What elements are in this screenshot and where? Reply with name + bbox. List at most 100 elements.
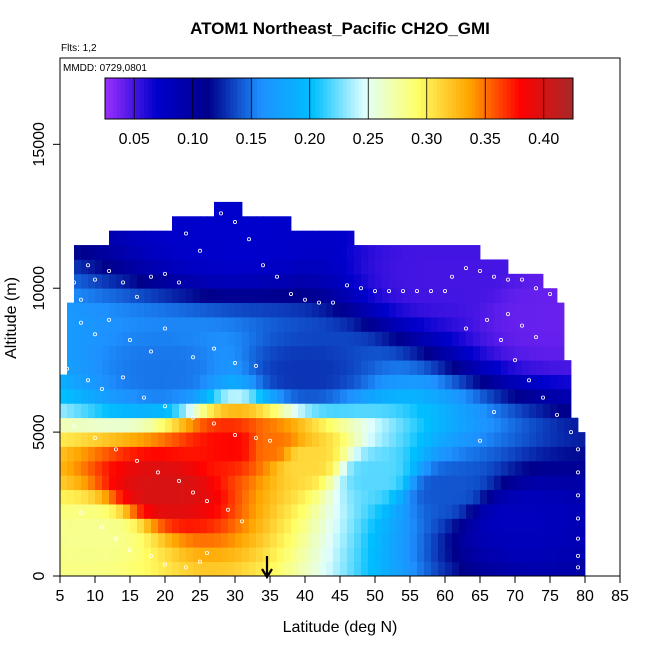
heatmap-cell xyxy=(494,331,502,347)
heatmap-cell xyxy=(102,288,110,304)
colorbar-segment xyxy=(186,78,192,119)
heatmap-cell xyxy=(410,518,418,534)
heatmap-cell xyxy=(186,446,194,462)
colorbar-segment xyxy=(565,78,570,119)
heatmap-cell xyxy=(466,360,474,375)
heatmap-cell xyxy=(438,388,446,404)
heatmap-cell xyxy=(326,446,334,462)
heatmap-cell xyxy=(60,446,68,462)
observation-point xyxy=(498,338,503,343)
heatmap-cell xyxy=(277,561,285,577)
heatmap-cell xyxy=(270,532,278,548)
heatmap-cell xyxy=(249,460,257,476)
heatmap-cell xyxy=(522,417,530,433)
heatmap-cell xyxy=(515,547,523,563)
heatmap-cell xyxy=(256,475,264,491)
heatmap-cell xyxy=(571,417,579,433)
heatmap-cell xyxy=(361,446,369,462)
heatmap-cell xyxy=(144,489,152,505)
observation-point xyxy=(232,432,237,437)
heatmap-cell xyxy=(550,388,558,404)
heatmap-cell xyxy=(515,489,523,505)
heatmap-cell xyxy=(284,504,292,519)
heatmap-cell xyxy=(361,259,369,275)
heatmap-cell xyxy=(473,345,481,361)
heatmap-cell xyxy=(319,374,327,390)
heatmap-cell xyxy=(515,388,523,404)
heatmap-cell xyxy=(501,504,509,519)
heatmap-cell xyxy=(466,432,474,447)
heatmap-cell xyxy=(123,317,131,332)
heatmap-cell xyxy=(151,504,159,519)
heatmap-cell xyxy=(256,360,264,375)
heatmap-cell xyxy=(466,259,474,275)
heatmap-cell xyxy=(347,489,355,505)
colorbar-ticks: 0.05 0.10 0.15 0.20 0.25 0.30 0.35 0.40 xyxy=(119,78,559,148)
colorbar-segment xyxy=(311,78,317,119)
heatmap-cell xyxy=(459,460,467,476)
heatmap-cell xyxy=(557,403,565,419)
heatmap-cell xyxy=(410,388,418,404)
heatmap-cell xyxy=(165,460,173,476)
heatmap-cell xyxy=(501,403,509,419)
heatmap-cell xyxy=(179,403,187,419)
heatmap-cell xyxy=(165,288,173,304)
heatmap-cell xyxy=(235,532,243,548)
heatmap-cell xyxy=(389,388,397,404)
heatmap-cell xyxy=(172,302,180,318)
heatmap-cell xyxy=(249,561,257,577)
heatmap-cell xyxy=(494,489,502,505)
heatmap-cell xyxy=(501,273,509,289)
heatmap-cell xyxy=(172,317,180,332)
heatmap-cell xyxy=(557,460,565,476)
heatmap-cell xyxy=(214,475,222,491)
heatmap-cell xyxy=(354,345,362,361)
heatmap-cell xyxy=(81,317,89,332)
heatmap-cell xyxy=(291,547,299,563)
colorbar-segment xyxy=(522,78,527,119)
heatmap-cell xyxy=(487,460,495,476)
heatmap-cell xyxy=(221,230,229,246)
heatmap-cell xyxy=(263,374,271,390)
heatmap-cell xyxy=(291,475,299,491)
heatmap-cell xyxy=(123,547,131,563)
heatmap-cell xyxy=(410,374,418,390)
heatmap-cell xyxy=(263,230,271,246)
heatmap-cell xyxy=(487,374,495,390)
heatmap-cell xyxy=(270,460,278,476)
heatmap-cell xyxy=(550,475,558,491)
heatmap-cell xyxy=(550,518,558,534)
heatmap-cell xyxy=(256,532,264,548)
heatmap-cell xyxy=(319,403,327,419)
colorbar-segment xyxy=(194,78,200,119)
heatmap-cell xyxy=(256,345,264,361)
heatmap-cell xyxy=(277,288,285,304)
heatmap-cell xyxy=(60,518,68,534)
colorbar-segment xyxy=(405,78,410,119)
heatmap-cell xyxy=(81,417,89,433)
heatmap-cell xyxy=(319,518,327,534)
heatmap-cell xyxy=(137,331,145,347)
heatmap-cell xyxy=(158,475,166,491)
heatmap-cell xyxy=(375,331,383,347)
heatmap-cell xyxy=(375,460,383,476)
heatmap-cell xyxy=(256,302,264,318)
heatmap-cell xyxy=(312,331,320,347)
colorbar-segment xyxy=(229,78,235,119)
heatmap-cell xyxy=(403,288,411,304)
heatmap-cell xyxy=(144,417,152,433)
heatmap-cell xyxy=(130,547,138,563)
heatmap-cell xyxy=(277,259,285,275)
heatmap-cell xyxy=(417,388,425,404)
heatmap-cell xyxy=(186,216,194,232)
heatmap-cell xyxy=(235,216,243,232)
heatmap-cell xyxy=(473,432,481,447)
heatmap-cell xyxy=(81,475,89,491)
heatmap-cell xyxy=(424,302,432,318)
heatmap-cell xyxy=(445,302,453,318)
heatmap-cell xyxy=(501,518,509,534)
heatmap-cell xyxy=(249,475,257,491)
heatmap-cell xyxy=(270,547,278,563)
heatmap-cell xyxy=(445,288,453,304)
heatmap-cell xyxy=(417,302,425,318)
